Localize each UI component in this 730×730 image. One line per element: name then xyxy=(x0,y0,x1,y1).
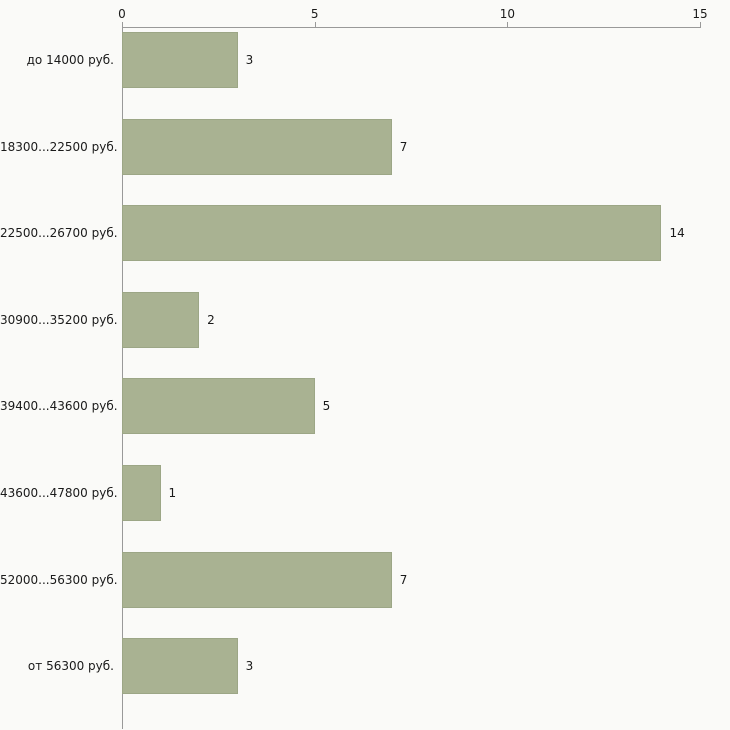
value-label: 5 xyxy=(322,399,331,414)
bar xyxy=(122,291,200,348)
bar-row: 30900...35200 руб. 2 xyxy=(0,291,730,348)
bar-row: 22500...26700 руб. 14 xyxy=(0,205,730,262)
bar xyxy=(122,378,315,435)
value-label: 7 xyxy=(399,572,408,587)
bar-row: 18300...22500 руб. 7 xyxy=(0,118,730,175)
bar xyxy=(122,118,392,175)
category-label: от 56300 руб. xyxy=(27,659,114,674)
bar xyxy=(122,205,662,262)
bar-row: до 14000 руб. 3 xyxy=(0,32,730,88)
value-label: 2 xyxy=(207,312,215,327)
value-label: 14 xyxy=(669,226,685,241)
value-label: 3 xyxy=(245,53,254,67)
x-tick-mark xyxy=(314,22,316,27)
bar xyxy=(122,551,392,608)
category-label: до 14000 руб. xyxy=(26,53,114,67)
category-label: 39400...43600 руб. xyxy=(0,399,118,414)
bar xyxy=(122,32,238,88)
bar xyxy=(122,465,161,521)
bar-row: 52000...56300 руб. 7 xyxy=(0,551,730,608)
category-label: 43600...47800 руб. xyxy=(0,486,118,500)
value-label: 7 xyxy=(399,139,408,154)
x-tick-label: 5 xyxy=(310,7,319,21)
value-label: 1 xyxy=(168,486,177,500)
bar-row: 39400...43600 руб. 5 xyxy=(0,378,730,435)
bar-row: от 56300 руб. 3 xyxy=(0,638,730,695)
bar-row: 43600...47800 руб. 1 xyxy=(0,465,730,521)
x-tick-mark xyxy=(122,22,123,27)
x-tick-label: 15 xyxy=(692,7,708,21)
category-label: 18300...22500 руб. xyxy=(0,139,118,154)
x-tick-label: 0 xyxy=(118,7,126,21)
category-label: 30900...35200 руб. xyxy=(0,312,118,327)
x-tick-mark xyxy=(700,22,701,27)
x-tick-label: 10 xyxy=(499,7,515,21)
value-label: 3 xyxy=(245,659,254,674)
bar xyxy=(122,638,238,695)
plot-area xyxy=(122,27,701,729)
category-label: 52000...56300 руб. xyxy=(0,572,118,587)
category-label: 22500...26700 руб. xyxy=(0,226,118,241)
x-tick-mark xyxy=(507,22,509,27)
